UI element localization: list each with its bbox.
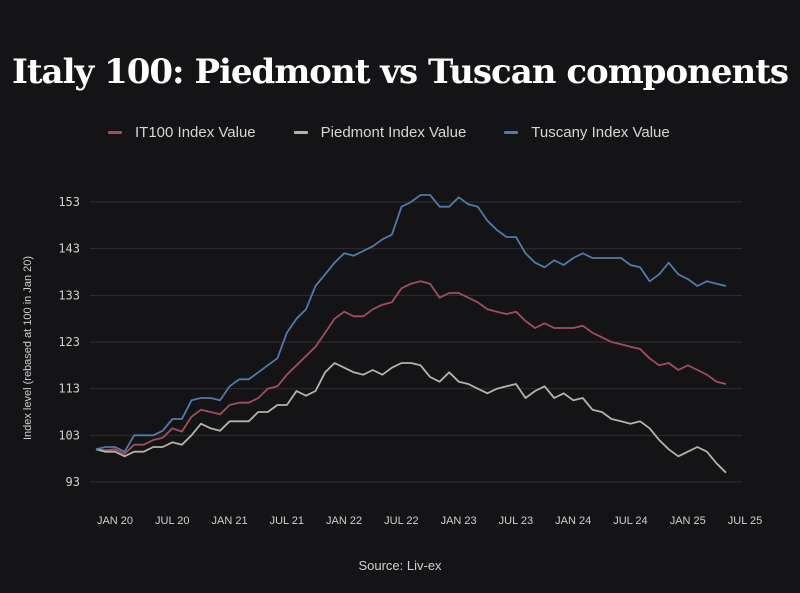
chart-legend: IT100 Index Value Piedmont Index Value T…: [108, 124, 708, 141]
legend-item-it100: IT100 Index Value: [108, 124, 256, 141]
x-tick-label-jul-24: JUL 24: [613, 515, 647, 527]
legend-item-piedmont: Piedmont Index Value: [293, 124, 467, 141]
series-line-tuscany: [95, 194, 727, 453]
x-tick-label-jul-23: JUL 23: [499, 515, 533, 527]
x-tick-label-jan-23: JAN 23: [441, 515, 477, 527]
y-tick-label-113: 113: [58, 382, 80, 396]
legend-label-it100: IT100 Index Value: [135, 124, 256, 141]
x-tick-label-jan-20: JAN 20: [97, 515, 133, 527]
legend-label-tuscany: Tuscany Index Value: [531, 124, 670, 141]
x-tick-label-jul-25: JUL 25: [728, 515, 762, 527]
x-tick-label-jan-21: JAN 21: [212, 515, 248, 527]
y-tick-label-93: 93: [66, 475, 80, 489]
series-line-it100: [95, 280, 727, 455]
series-lines: [95, 194, 727, 474]
y-tick-label-153: 153: [58, 195, 80, 209]
legend-swatch-it100: [108, 131, 122, 134]
x-tick-label-jul-22: JUL 22: [384, 515, 418, 527]
x-tick-label-jul-20: JUL 20: [155, 515, 189, 527]
y-axis-title: Index level (rebased at 100 in Jan 20): [22, 256, 34, 440]
series-line-piedmont: [95, 362, 727, 474]
x-axis-ticks: JAN 20 JUL 20 JAN 21 JUL 21 JAN 22 JUL 22 JAN …: [97, 515, 762, 527]
grid-lines: [90, 201, 742, 483]
x-tick-label-jul-21: JUL 21: [270, 515, 304, 527]
y-tick-label-133: 133: [58, 288, 80, 302]
x-tick-label-jan-25: JAN 25: [670, 515, 706, 527]
y-tick-label-143: 143: [58, 242, 80, 256]
y-tick-label-123: 123: [58, 335, 80, 349]
legend-swatch-tuscany: [504, 131, 519, 134]
legend-swatch-piedmont: [293, 131, 308, 134]
y-tick-label-103: 103: [58, 428, 80, 442]
legend-item-tuscany: Tuscany Index Value: [504, 124, 670, 141]
x-tick-label-jan-22: JAN 22: [326, 515, 362, 527]
y-axis-ticks: 93 103 113 123 133 143 153: [58, 195, 80, 489]
chart-title: Italy 100: Piedmont vs Tuscan components: [11, 52, 789, 92]
source-note: Source: Liv-ex: [358, 558, 442, 573]
x-tick-label-jan-24: JAN 24: [555, 515, 591, 527]
legend-label-piedmont: Piedmont Index Value: [320, 124, 467, 141]
